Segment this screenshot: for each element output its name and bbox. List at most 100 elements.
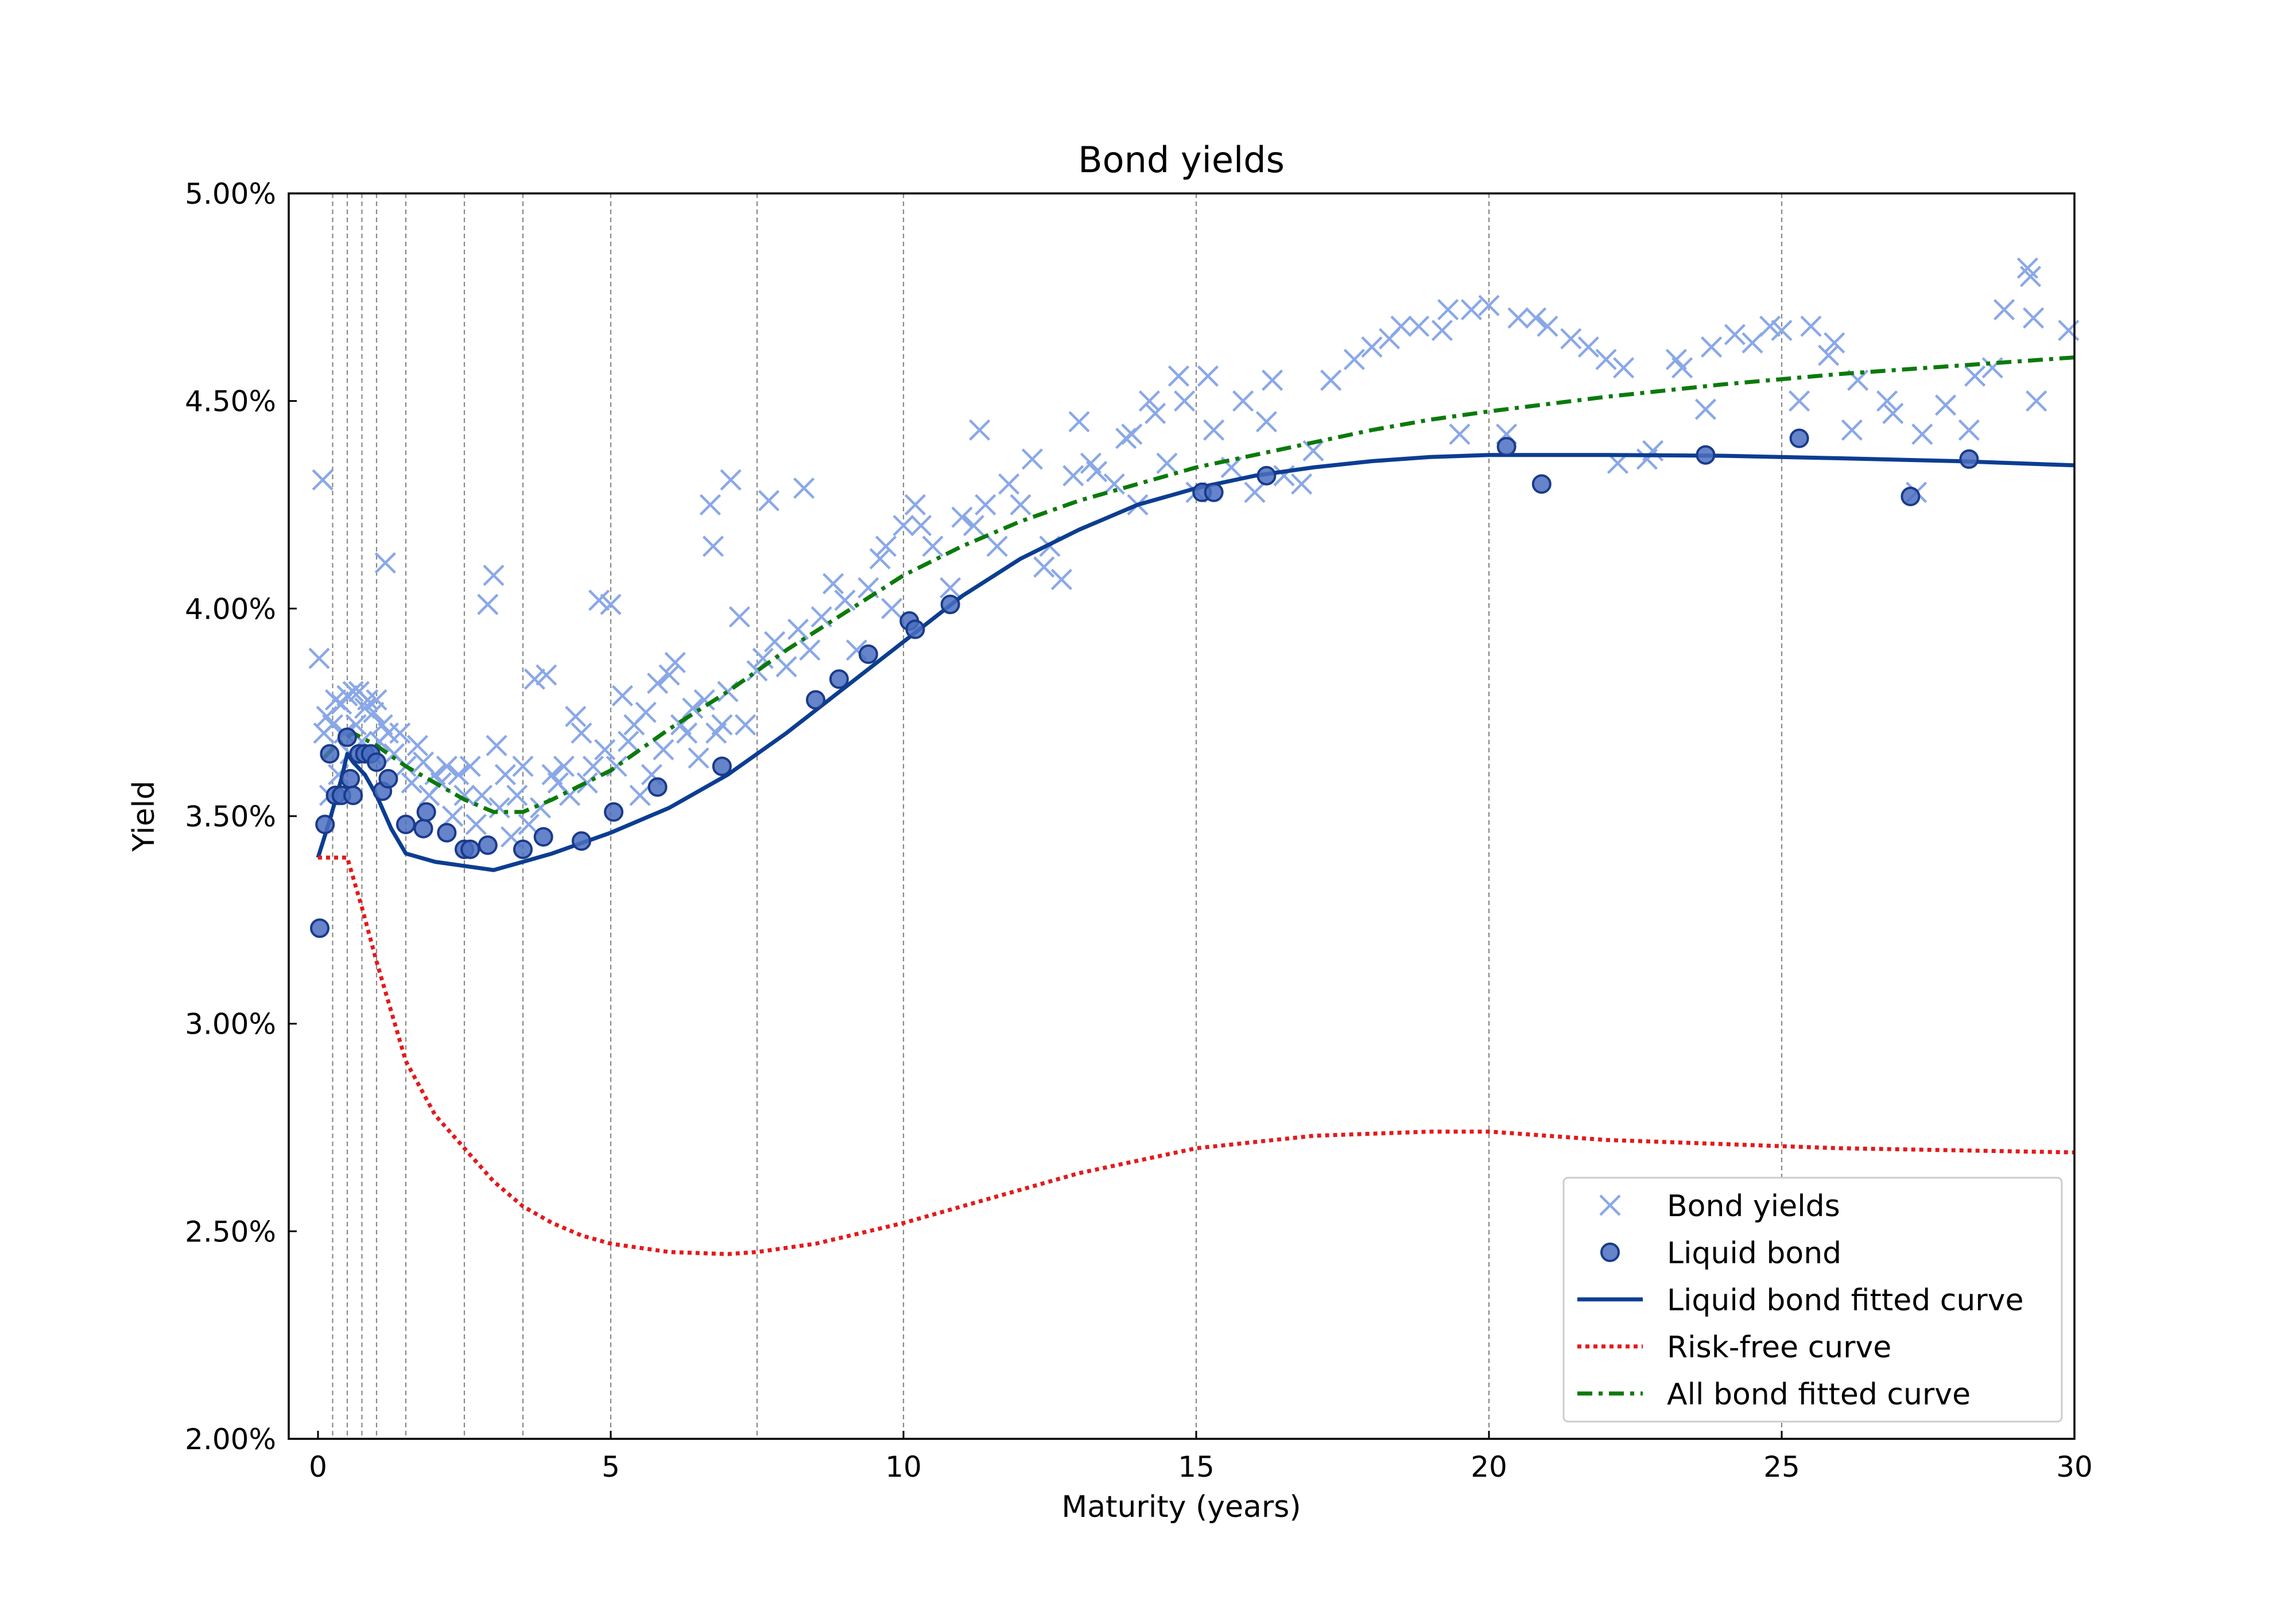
bond-yield-point	[699, 494, 721, 516]
bond-yield-point	[1291, 473, 1313, 495]
bond-yield-point	[523, 668, 545, 690]
bond-yield-point	[512, 755, 534, 777]
bond-yield-point	[1789, 390, 1810, 412]
chart-title: Bond yields	[1078, 139, 1285, 181]
bond-yield-point	[711, 714, 733, 736]
bond-yield-point	[594, 739, 616, 760]
bond-yield-point	[676, 722, 698, 744]
bond-yield-point	[793, 477, 815, 499]
liquid-bond-point	[1531, 474, 1552, 494]
legend-circle-marker-icon	[1600, 1243, 1620, 1262]
bond-yield-point	[728, 606, 750, 628]
liquid-bond-point	[315, 814, 335, 834]
y-tick-label: 4.00%	[185, 592, 276, 626]
bond-yield-point	[1062, 465, 1084, 487]
bond-yield-point	[693, 689, 715, 711]
y-axis-title: Yield	[127, 781, 161, 852]
bond-yield-point	[940, 577, 961, 599]
bond-yield-point	[986, 535, 1008, 557]
bond-yield-point	[1174, 390, 1196, 412]
bond-yield-point	[1203, 419, 1225, 441]
plot-series	[308, 257, 2080, 1256]
liquid-bond-point	[1696, 445, 1716, 465]
x-tick-label: 0	[309, 1450, 327, 1484]
legend-frame	[1562, 1177, 2063, 1423]
liquid-bond-point	[340, 768, 360, 789]
x-tick-label: 20	[1471, 1450, 1507, 1484]
liquid-bond-point	[413, 818, 433, 839]
bond-yield-point	[389, 722, 411, 744]
bond-yield-point	[565, 705, 587, 727]
x-tick-label: 10	[885, 1450, 922, 1484]
y-tick-label: 2.50%	[185, 1215, 276, 1248]
bond-yield-point	[881, 597, 903, 619]
bond-yield-point	[904, 494, 926, 516]
x-tick-label: 30	[2056, 1450, 2093, 1484]
bond-yield-point	[893, 515, 914, 537]
bond-yield-point	[2026, 390, 2047, 412]
bond-yield-point	[1232, 390, 1254, 412]
bond-yield-point	[1507, 307, 1529, 329]
bond-yield-point	[553, 755, 575, 777]
bond-yield-point	[720, 469, 742, 491]
bond-yield-point	[618, 731, 639, 752]
bond-yield-point	[1876, 390, 1898, 412]
legend-label-risk-free: Risk-free curve	[1667, 1330, 1891, 1365]
bond-yield-point	[1343, 348, 1365, 370]
bond-yield-point	[448, 764, 470, 786]
bond-yield-point	[1935, 394, 1957, 416]
bond-yield-point	[1911, 423, 1933, 445]
bond-yield-point	[799, 639, 821, 661]
bond-yield-point	[922, 535, 944, 557]
bond-yield-point	[998, 473, 1020, 495]
bond-yield-point	[1168, 365, 1189, 387]
liquid-bond-point	[905, 619, 925, 639]
bond-yield-point	[1390, 315, 1412, 337]
bond-yield-point	[1121, 423, 1143, 445]
bond-yield-point	[1010, 494, 1031, 516]
bond-yield-point	[834, 589, 856, 611]
bond-yield-point	[436, 755, 457, 777]
bond-yield-point	[910, 515, 932, 537]
bond-yield-point	[494, 764, 516, 786]
bond-yield-point	[1694, 398, 1716, 420]
liquid-bond-point	[437, 822, 457, 843]
y-tick-label: 4.50%	[185, 385, 276, 418]
all-bond-fitted-curve	[322, 355, 2075, 814]
bond-yield-point	[1771, 320, 1793, 341]
liquid-bond-point	[1204, 482, 1224, 502]
bond-yield-point	[658, 664, 680, 686]
bond-yield-point	[869, 548, 891, 570]
axis-ticks: 0 5 10 15 20 25 30 2.00% 2.50% 3.00% 3.50% 4.00% 4.5…	[185, 177, 2093, 1484]
bond-yield-point	[611, 685, 633, 707]
bond-yield-point	[488, 797, 510, 819]
bond-yield-point	[1431, 320, 1453, 341]
bond-yield-point	[363, 701, 385, 723]
liquid-bond-point	[572, 831, 591, 851]
legend-circle-marker	[1600, 1243, 1620, 1262]
bond-yield-point	[1244, 482, 1266, 503]
bond-yield-point	[1460, 298, 1482, 321]
liquid-bond-point	[1959, 449, 1979, 469]
bond-yield-point	[1824, 332, 1845, 354]
bond-yield-point	[600, 593, 622, 615]
liquid-bond-point	[712, 756, 732, 777]
bond-yield-point	[308, 647, 330, 669]
bond-yield-point	[1437, 298, 1459, 321]
bond-yield-point	[582, 755, 604, 777]
y-tick-label: 2.00%	[185, 1423, 276, 1456]
liquid-bond-point	[320, 744, 340, 764]
liquid-bond-point	[1901, 487, 1921, 507]
bond-yield-point	[442, 805, 464, 827]
bond-yield-point	[975, 494, 996, 516]
bond-yield-point	[536, 664, 557, 686]
bond-yield-point	[1050, 569, 1072, 591]
bond-yield-point	[682, 697, 704, 719]
legend-x-marker-icon	[1599, 1194, 1621, 1216]
bond-yield-point	[647, 672, 669, 694]
liquid-bond-point	[1789, 428, 1809, 448]
liquid-bond-point	[343, 785, 363, 805]
legend: Bond yields Liquid bond Liquid bond fitt…	[1562, 1177, 2063, 1423]
bond-yield-point	[1882, 402, 1904, 424]
